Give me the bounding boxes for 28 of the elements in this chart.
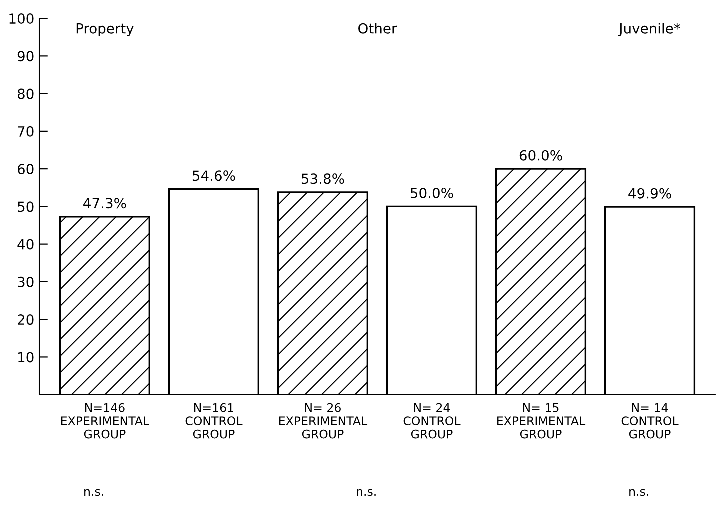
data-label: 47.3% (84, 198, 126, 209)
data-label: 50.0% (410, 188, 454, 198)
y-tick-label: 20 (18, 314, 34, 326)
text: n.s. (630, 489, 648, 496)
text: n.s. (357, 489, 376, 496)
y-tick-label: 10 (18, 352, 34, 363)
annotation: Other (358, 23, 398, 34)
annotation: Property (76, 24, 134, 37)
y-tick-label: 50 (18, 202, 34, 212)
data-label: 54.6% (192, 170, 236, 182)
data-label: 49.9% (628, 188, 672, 199)
data-label: 53.8% (302, 174, 344, 184)
x-tick-label: N=146 EXPERIMENTAL GROUP (61, 403, 150, 439)
x-tick-label: N=161 CONTROL GROUP (186, 403, 243, 439)
text: n.s. (84, 489, 104, 496)
y-tick-label: 70 (18, 126, 34, 137)
y-tick-label: 100 (10, 14, 34, 24)
x-tick-label: N= 15 EXPERIMENTAL GROUP (498, 404, 586, 439)
y-tick-label: 40 (18, 239, 34, 250)
y-tick-label: 80 (18, 88, 34, 100)
y-tick-label: 90 (18, 51, 34, 62)
y-tick-label: 30 (18, 276, 34, 288)
x-tick-label: N= 24 CONTROL GROUP (404, 403, 461, 439)
y-tick-label: 60 (18, 164, 34, 175)
data-label: 60.0% (520, 150, 562, 161)
x-tick-label: N= 26 EXPERIMENTAL GROUP (280, 403, 368, 439)
annotation: Juvenile* (618, 23, 680, 36)
x-tick-label: N= 14 CONTROL GROUP (622, 404, 679, 439)
